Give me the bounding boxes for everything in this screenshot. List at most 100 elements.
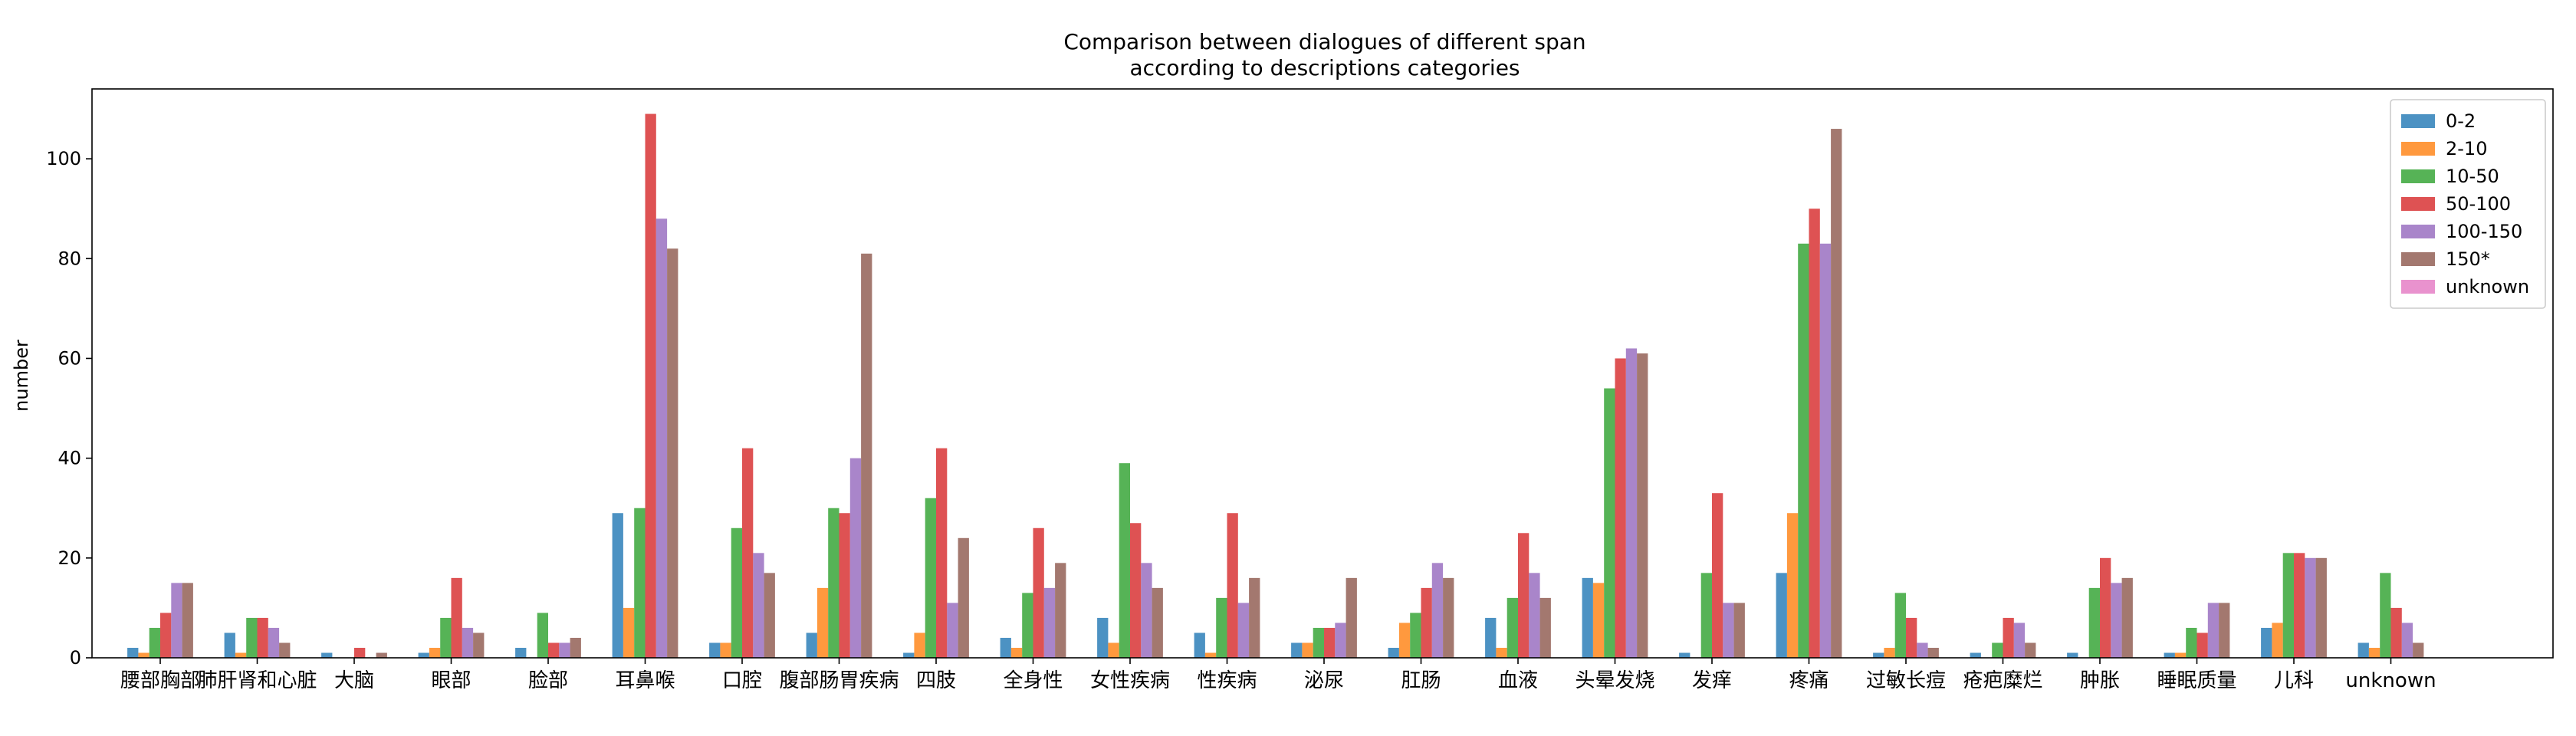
bar bbox=[1733, 603, 1745, 658]
bar bbox=[667, 248, 678, 658]
bar bbox=[1000, 637, 1011, 658]
bar bbox=[224, 632, 235, 658]
bar bbox=[1809, 209, 1820, 659]
bar bbox=[1010, 647, 1023, 658]
x-tick-label: 耳鼻喉 bbox=[615, 669, 675, 692]
bar bbox=[2186, 627, 2197, 658]
axes-layer: 0 20 40 60 80 100 腰部胸部肺肝肾和心脏 大脑 眼部 脸部 耳鼻喉 口腔 腹部肠胃疾病四… bbox=[46, 88, 2554, 692]
bar bbox=[2111, 583, 2122, 658]
y-tick-label: 60 bbox=[58, 347, 81, 369]
x-tick-label: 过敏长痘 bbox=[1866, 669, 1946, 692]
bar bbox=[473, 632, 485, 658]
bar bbox=[321, 652, 333, 658]
bar bbox=[1625, 348, 1638, 658]
y-tick-label: 40 bbox=[58, 448, 81, 469]
bar bbox=[958, 537, 969, 658]
bar bbox=[1443, 577, 1454, 658]
bar bbox=[1906, 617, 1917, 658]
x-tick-label: 脸部 bbox=[528, 669, 568, 692]
legend-swatch bbox=[2401, 114, 2435, 128]
bar bbox=[1313, 627, 1324, 658]
bar bbox=[2025, 642, 2036, 658]
bar bbox=[2100, 557, 2111, 658]
legend-label: 150* bbox=[2446, 248, 2490, 270]
bar bbox=[2358, 642, 2369, 658]
bar bbox=[246, 617, 258, 658]
x-tick-label: 头晕发烧 bbox=[1575, 669, 1654, 692]
bar bbox=[1398, 623, 1411, 658]
bar bbox=[849, 458, 862, 658]
bar bbox=[2282, 553, 2294, 658]
bar bbox=[2413, 642, 2424, 658]
y-tick-label: 100 bbox=[46, 148, 81, 169]
bar bbox=[645, 113, 656, 659]
bar bbox=[936, 448, 948, 658]
bar bbox=[2305, 557, 2316, 658]
bar bbox=[451, 577, 462, 658]
bar bbox=[1679, 652, 1691, 658]
legend-swatch bbox=[2401, 252, 2435, 266]
bar bbox=[656, 219, 668, 659]
bar bbox=[1786, 513, 1799, 658]
bar bbox=[925, 498, 936, 658]
x-tick-label: 全身性 bbox=[1003, 669, 1063, 692]
y-tick-label: 20 bbox=[58, 547, 81, 569]
bar bbox=[160, 613, 172, 658]
bar bbox=[1324, 627, 1336, 658]
x-tick-label: 睡眠质量 bbox=[2157, 669, 2236, 692]
bar bbox=[1819, 243, 1832, 658]
bar bbox=[753, 553, 764, 658]
bar bbox=[2121, 577, 2133, 658]
bar bbox=[828, 508, 840, 658]
bar bbox=[1431, 563, 1444, 658]
bar bbox=[1335, 623, 1346, 658]
legend-label: 50-100 bbox=[2446, 193, 2511, 215]
bar bbox=[1204, 652, 1217, 658]
y-axis-label: number bbox=[11, 340, 32, 412]
x-tick-label: 女性疾病 bbox=[1090, 669, 1170, 692]
bar bbox=[429, 647, 441, 658]
x-tick-label: 眼部 bbox=[431, 669, 471, 692]
bar bbox=[1592, 583, 1605, 658]
bar bbox=[1022, 593, 1033, 658]
bar bbox=[279, 642, 291, 658]
bar bbox=[2207, 603, 2220, 658]
bar bbox=[1894, 593, 1906, 658]
bar bbox=[1723, 603, 1734, 658]
bar bbox=[559, 642, 570, 658]
bar bbox=[1216, 597, 1227, 658]
legend-label: 2-10 bbox=[2446, 138, 2487, 159]
x-tick-label: 肺肝肾和心脏 bbox=[197, 669, 317, 692]
bar bbox=[1518, 533, 1530, 658]
bar bbox=[1970, 652, 1981, 658]
bars-layer bbox=[127, 113, 2424, 659]
bar bbox=[1302, 642, 1313, 658]
bar bbox=[268, 627, 280, 658]
series-0-2 bbox=[127, 513, 2369, 658]
bar bbox=[1194, 632, 1205, 658]
bar bbox=[1831, 129, 1842, 658]
x-tick-label: 口腔 bbox=[722, 669, 762, 692]
x-tick-label: 肛肠 bbox=[1401, 669, 1441, 692]
bar bbox=[1529, 573, 1540, 658]
bar bbox=[839, 513, 850, 658]
bar bbox=[914, 632, 925, 658]
bar bbox=[1410, 613, 1421, 658]
bar bbox=[354, 647, 366, 658]
bar bbox=[1421, 587, 1432, 658]
bar bbox=[235, 652, 247, 658]
bar bbox=[1615, 358, 1626, 658]
bar bbox=[2380, 573, 2391, 658]
bar bbox=[2164, 652, 2175, 658]
bar bbox=[1582, 577, 1593, 658]
bar bbox=[1033, 527, 1044, 658]
bar bbox=[138, 652, 150, 658]
bar bbox=[2174, 652, 2187, 658]
bar bbox=[149, 627, 160, 658]
series-50-100 bbox=[160, 113, 2402, 659]
x-tick-label: unknown bbox=[2345, 669, 2436, 692]
x-tick-label: 血液 bbox=[1498, 669, 1538, 692]
bar bbox=[515, 647, 527, 658]
bar bbox=[1712, 493, 1723, 658]
